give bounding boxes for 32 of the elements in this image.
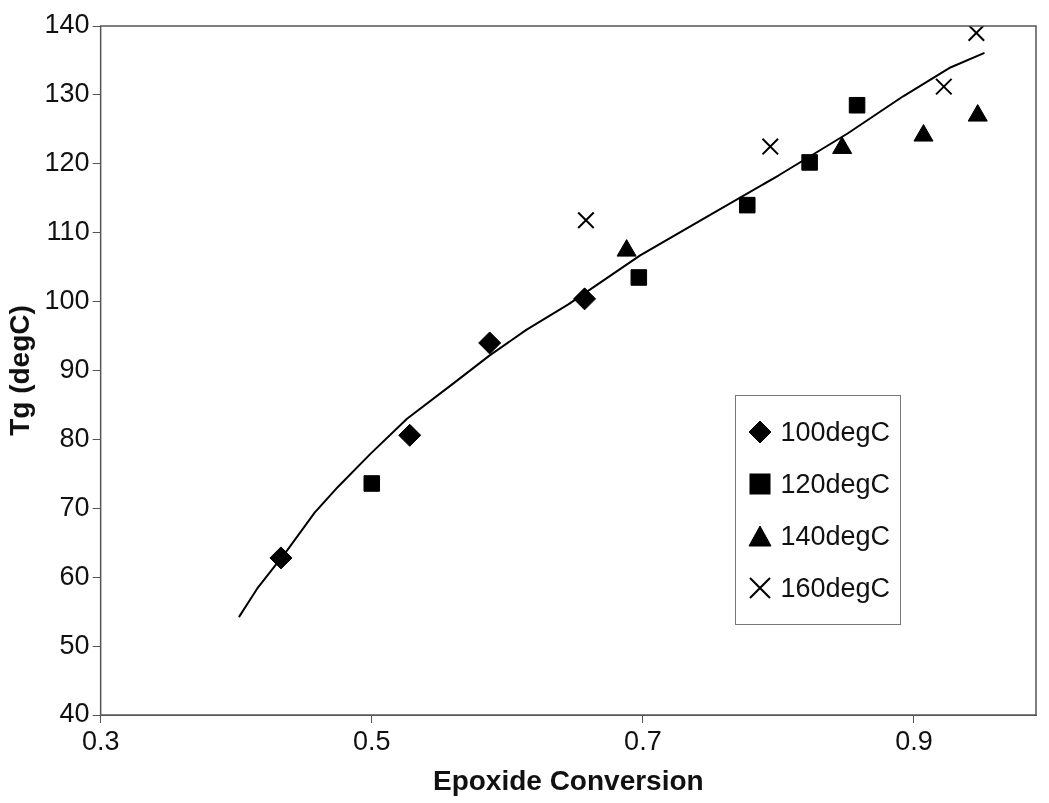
y-tick-label: 90 — [59, 353, 90, 384]
y-tick-label: 130 — [44, 78, 90, 109]
point — [935, 77, 953, 96]
legend-label: 140degC — [780, 520, 890, 552]
x-axis-title: Epoxide Conversion — [432, 764, 704, 796]
y-tick-label: 80 — [59, 422, 90, 453]
point — [967, 26, 986, 42]
y-tick-label: 60 — [59, 560, 90, 591]
point — [398, 423, 422, 447]
point — [761, 137, 780, 156]
point — [577, 211, 595, 230]
y-tick-label: 120 — [44, 147, 90, 178]
y-tick-label: 50 — [59, 629, 90, 660]
point — [801, 154, 818, 171]
x-tick-label: 0.9 — [895, 725, 933, 756]
y-axis-title: Tg (degC) — [3, 305, 35, 436]
legend-label: 120degC — [780, 468, 890, 500]
legend-label: 160degC — [780, 572, 890, 604]
y-tick-label: 100 — [44, 285, 90, 316]
point — [269, 546, 293, 570]
y-tick-label: 140 — [44, 9, 90, 40]
point — [738, 196, 756, 214]
x-tick-label: 0.7 — [624, 725, 662, 756]
point — [363, 475, 381, 492]
point — [573, 287, 597, 311]
point — [630, 269, 648, 286]
y-tick-label: 70 — [59, 491, 90, 522]
point — [848, 96, 866, 114]
legend-label: 100degC — [780, 416, 890, 448]
point — [478, 331, 502, 355]
x-tick-label: 0.5 — [352, 725, 391, 756]
y-tick-label: 110 — [46, 216, 90, 247]
